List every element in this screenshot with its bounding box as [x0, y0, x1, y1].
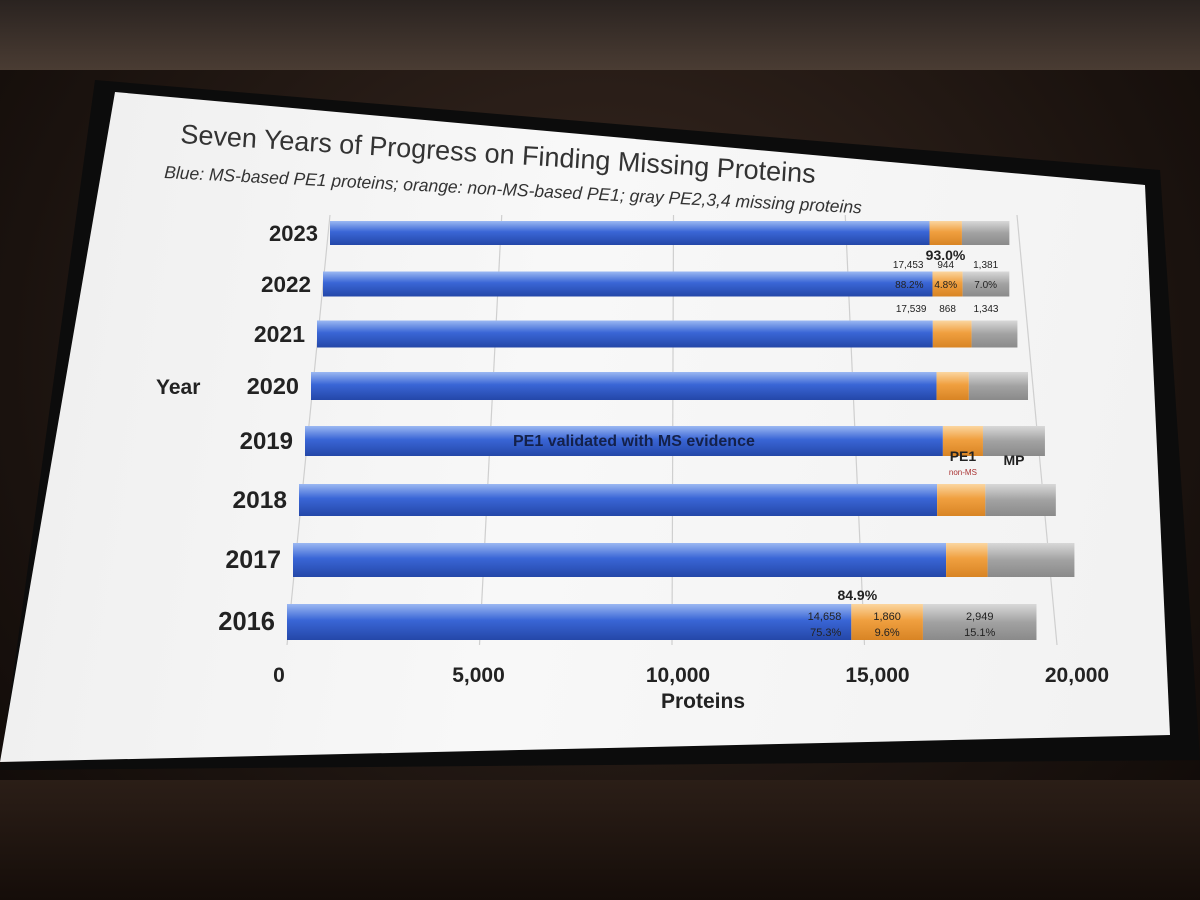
bar-mp-2022 [962, 271, 1010, 297]
bar-mp-2016 [922, 604, 1037, 640]
ms-count-2022: 17,539 [896, 304, 927, 315]
bar-annotations: 93.0%17,453 88.2% 944 4.8% 1,381 7.0% 17,539 86… [513, 247, 1024, 639]
year-label-2022: 2022 [261, 272, 311, 297]
ms-label-2019: PE1 validated with MS evidence [513, 433, 755, 450]
x-tick-0: 0 [273, 664, 285, 687]
bar-ms-2022 [323, 271, 933, 297]
nonms-count-2023: 944 [937, 260, 954, 271]
bar-ms-2019 [305, 426, 943, 456]
x-tick-10000: 10,000 [646, 664, 710, 687]
room-ceiling [0, 0, 1200, 70]
bar-nonms-2018 [937, 484, 986, 516]
x-tick-15000: 15,000 [845, 664, 909, 687]
total-pct-2016: 84.9% [837, 587, 877, 603]
nonms-label-2019: PE1 [950, 448, 977, 464]
x-tick-5000: 5,000 [452, 664, 505, 687]
bar-mp-2021 [971, 320, 1018, 348]
x-tick-labels: 0 5,000 10,000 15,000 20,000 [273, 664, 1109, 687]
mp-pct-2023: 7.0% [974, 280, 997, 291]
bar-ms-2017 [293, 543, 947, 577]
year-label-2017: 2017 [225, 546, 281, 574]
bar-nonms-2016 [851, 604, 923, 640]
bar-nonms-2019 [942, 426, 983, 456]
bar-ms-2020 [311, 372, 937, 400]
nonms-sublabel-2019: non-MS [949, 468, 977, 477]
year-label-2016: 2016 [218, 608, 275, 636]
bar-mp-2019 [982, 426, 1045, 456]
bar-mp-2020 [968, 372, 1028, 400]
bar-nonms-2023 [929, 221, 962, 245]
mp-count-2023: 1,381 [973, 260, 998, 271]
ms-count-2023: 17,453 [893, 260, 924, 271]
nonms-pct-2016: 9.6% [875, 627, 900, 639]
year-tick-labels: 2023 2022 2021 2020 2019 2018 2017 2016 [218, 221, 318, 636]
total-pct-2023: 93.0% [926, 247, 966, 263]
bar-nonms-2020 [936, 372, 969, 400]
year-label-2018: 2018 [232, 487, 287, 514]
year-label-2020: 2020 [247, 373, 299, 399]
mp-count-2022: 1,343 [973, 304, 998, 315]
y-axis-label: Year [156, 376, 200, 399]
room-floor [0, 780, 1200, 900]
bar-ms-2021 [317, 320, 933, 348]
bar-mp-2018 [985, 484, 1056, 516]
nonms-pct-2023: 4.8% [934, 280, 957, 291]
x-axis-label: Proteins [661, 690, 745, 713]
bar-nonms-2022 [932, 271, 963, 297]
ms-pct-2023: 88.2% [895, 280, 923, 291]
mp-count-2016: 2,949 [966, 611, 994, 623]
mp-label-2019: MP [1003, 452, 1024, 468]
x-tick-20000: 20,000 [1045, 664, 1109, 687]
bar-nonms-2021 [932, 320, 972, 348]
ms-pct-2016: 75.3% [810, 627, 841, 639]
nonms-count-2016: 1,860 [873, 611, 901, 623]
ms-count-2016: 14,658 [808, 611, 842, 623]
bar-nonms-2017 [946, 543, 988, 577]
bar-ms-2016 [287, 604, 852, 640]
year-label-2021: 2021 [254, 321, 305, 347]
bar-mp-2023 [961, 221, 1010, 245]
bars [287, 221, 1075, 640]
year-label-2023: 2023 [269, 221, 318, 246]
bar-ms-2023 [330, 221, 930, 245]
year-label-2019: 2019 [240, 428, 293, 455]
bar-ms-2018 [299, 484, 938, 516]
mp-pct-2016: 15.1% [964, 627, 995, 639]
bar-mp-2017 [987, 543, 1075, 577]
nonms-count-2022: 868 [939, 304, 956, 315]
